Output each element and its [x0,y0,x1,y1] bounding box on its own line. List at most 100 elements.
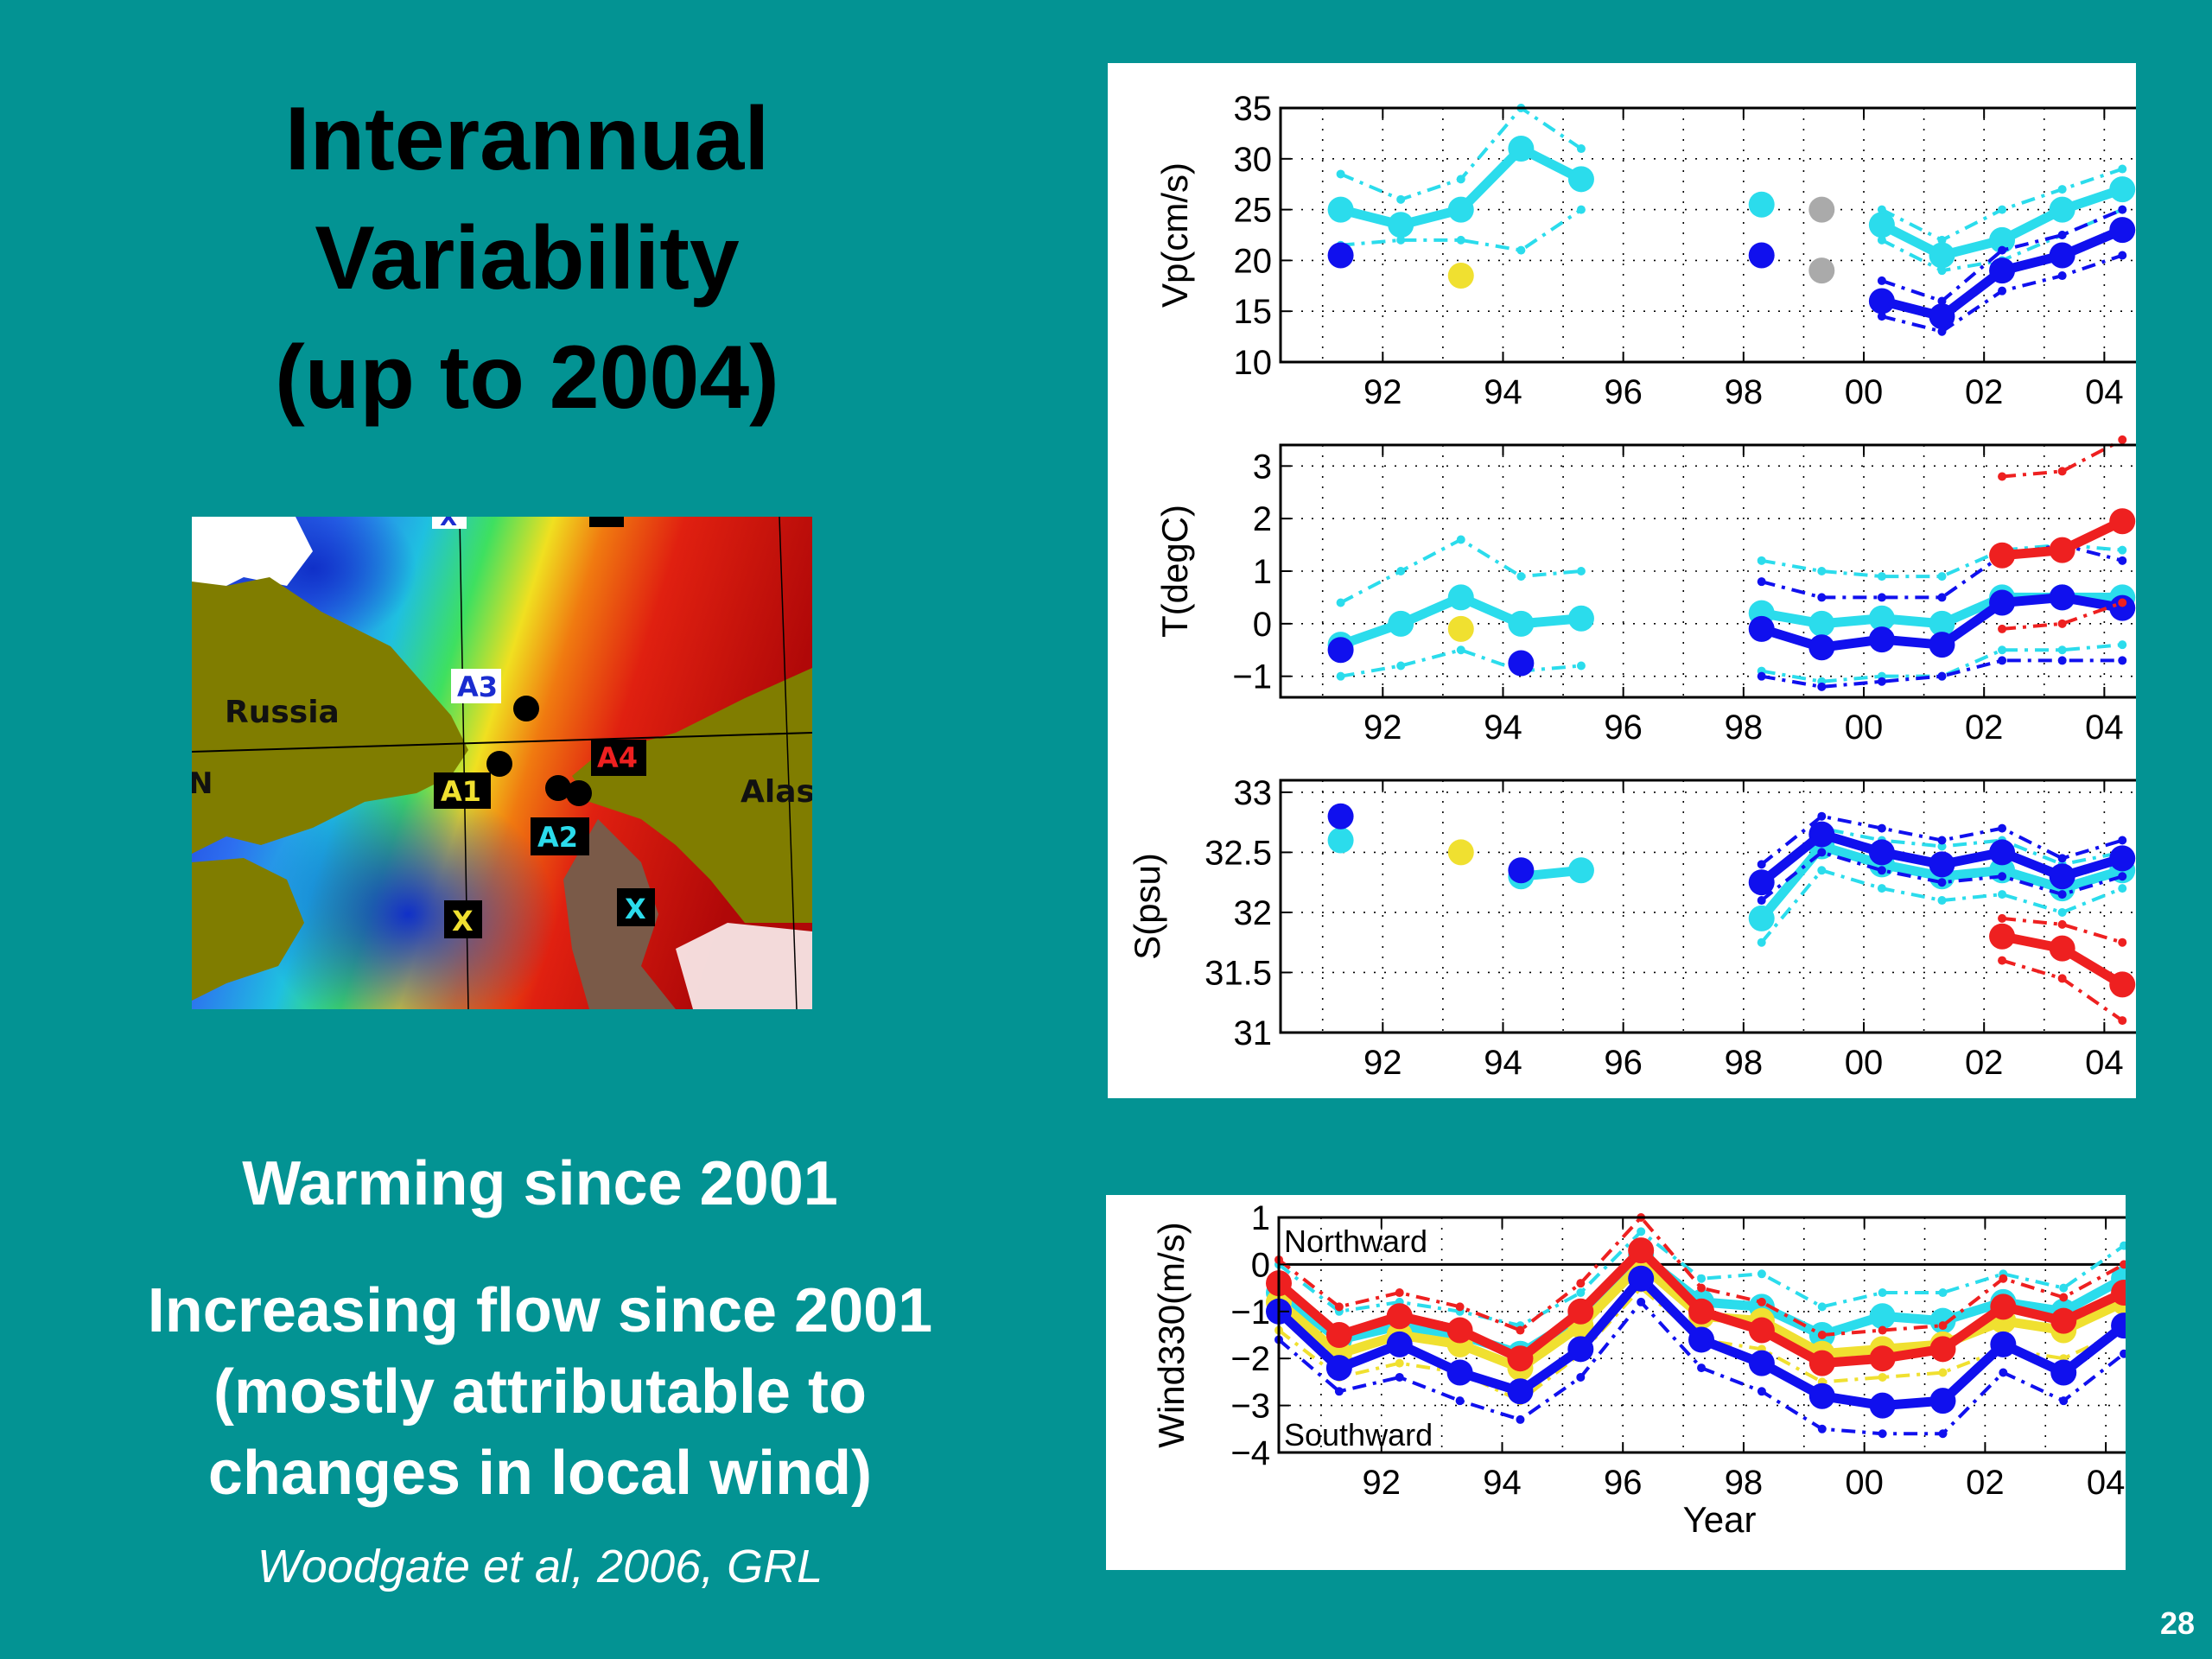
x-tick-label-5: 02 [1965,709,2004,747]
series-7-point-1 [1334,1387,1344,1396]
x-tick-label-3: 98 [1725,709,1764,747]
series-0-point-2 [1447,196,1474,223]
series-9-point-1 [1817,848,1827,857]
x-tick-label-5: 02 [1966,1464,2005,1502]
series-0-point-2 [1447,584,1474,611]
x-axis-label: Year [1683,1499,1757,1540]
chart-panel-upper: 92 94 96 98 00 02 04 10 15 20 25 30 35 Vp(cm/s) 92 94 96… [1108,63,2136,1098]
x-tick-label-4: 00 [1845,709,1884,747]
series-8-point-2 [1877,823,1886,833]
y-tick-label-0: −4 [1230,1434,1270,1472]
series-6-point-2 [1386,1331,1413,1357]
series-14-point-0 [1998,624,2007,633]
y-axis-label: Wind330(m/s) [1151,1222,1192,1447]
map-label-x-cyan: X [625,893,646,925]
series-7-point-2 [1998,205,2007,214]
series-5-point-2 [1395,1288,1404,1298]
series-4-point-1 [1325,1322,1352,1348]
series-3-point-1 [1808,610,1835,637]
series-7-point-10 [1878,1429,1887,1439]
series-7-point-2 [1395,1372,1404,1382]
series-5-point-12 [1999,1274,2008,1283]
series-4-point-5 [2057,907,2067,917]
series-0-point-1 [1388,610,1414,637]
series-14-line [2001,601,2123,631]
series-4-point-3 [1937,896,1947,906]
series-10-point-0 [1748,242,1775,269]
series-11-point-2 [2109,971,2136,998]
map-label-x-top: X [440,517,457,531]
map-label-alaska: Alas [741,774,812,810]
series-12-point-4 [2118,205,2127,214]
series-13-point-0 [1877,312,1886,321]
series-0-point-4 [1567,166,1594,193]
series-4-point-1 [1817,567,1827,575]
series-12-point-0 [1989,542,2016,569]
series-6-point-3 [2049,196,2075,223]
series-4-point-11 [1929,1336,1956,1363]
series-2-line [1340,648,1582,678]
series-11-point-3 [2049,242,2075,269]
series-7-point-1 [1937,235,1947,245]
series-12-point-1 [1937,296,1947,306]
series-1-point-4 [1576,144,1586,154]
y-tick-label-3: 32.5 [1205,834,1272,872]
series-10-point-6 [2118,656,2127,665]
series-4-point-9 [1808,1350,1835,1376]
map-label-x-yellow: X [452,905,474,938]
series-11-point-4 [2109,217,2136,244]
series-8-point-1 [1937,266,1947,276]
series-9-point-5 [2057,890,2067,899]
series-11-point-1 [1929,303,1955,330]
series-6-point-9 [1808,1382,1835,1409]
series-13-point-2 [2118,435,2127,444]
series-12-point-0 [1877,276,1886,285]
series-4-point-1 [1817,866,1827,875]
series-6-point-0 [1327,637,1354,664]
series-4-point-6 [2118,545,2127,555]
series-0-point-10 [1869,1303,1896,1330]
series-9-point-0 [1757,577,1766,587]
series-8-point-0 [1877,235,1886,245]
series-6-point-8 [1748,1350,1775,1376]
series-4-point-3 [1446,1317,1473,1344]
y-tick-label-2: 1 [1253,553,1272,591]
series-1-point-1 [1567,857,1594,884]
series-1-point-2 [1456,535,1465,544]
series-5-point-4 [1998,645,2007,655]
series-1-point-14 [2120,1241,2126,1250]
bullet2-line-1: Increasing flow since 2001 [147,1276,933,1345]
title-line-2: Variability [315,208,740,308]
series-6-point-2 [1989,226,2016,253]
series-3-point-3 [1937,842,1947,851]
series-13-point-3 [2057,271,2067,281]
series-2-point-4 [1576,661,1586,671]
y-axis-label: Vp(cm/s) [1154,162,1195,308]
y-tick-label-3: 2 [1253,500,1272,538]
series-6-point-6 [1628,1265,1655,1292]
series-4-point-10 [1869,1345,1896,1372]
axes-frame [1279,106,2136,364]
series-5-point-0 [1808,257,1835,284]
series-8-point-5 [2057,854,2067,863]
y-axis-label: T(degC) [1154,505,1195,638]
series-4-point-12 [1990,1294,2017,1320]
series-2-point-0 [1748,905,1775,931]
series-11-point-2 [1989,257,2016,284]
x-tick-label-4: 00 [1845,1044,1884,1082]
y-tick-label-2: 32 [1234,894,1273,932]
wind-chart-svg: 92 94 96 98 00 02 04 −4 −3 −2 −1 0 1 Wind330(m/s) Year… [1151,1199,2126,1540]
series-9-point-1 [1817,593,1827,602]
series-7-point-3 [1455,1396,1465,1406]
y-tick-label-0: 10 [1234,344,1273,382]
series-9-point-6 [2118,556,2127,565]
chart-panel-wind: 92 94 96 98 00 02 04 −4 −3 −2 −1 0 1 Wind330(m/s) Year… [1106,1195,2126,1570]
series-9-point-2 [1877,593,1886,602]
series-8-point-2 [1868,626,1895,653]
series-6-point-7 [1688,1326,1715,1353]
series-1-point-11 [1938,1288,1948,1298]
axes-frame [1279,779,2136,1034]
series-2-point-2 [1456,645,1465,655]
citation: Woodgate et al, 2006, GRL [257,1541,823,1592]
series-14-point-1 [2057,619,2067,628]
